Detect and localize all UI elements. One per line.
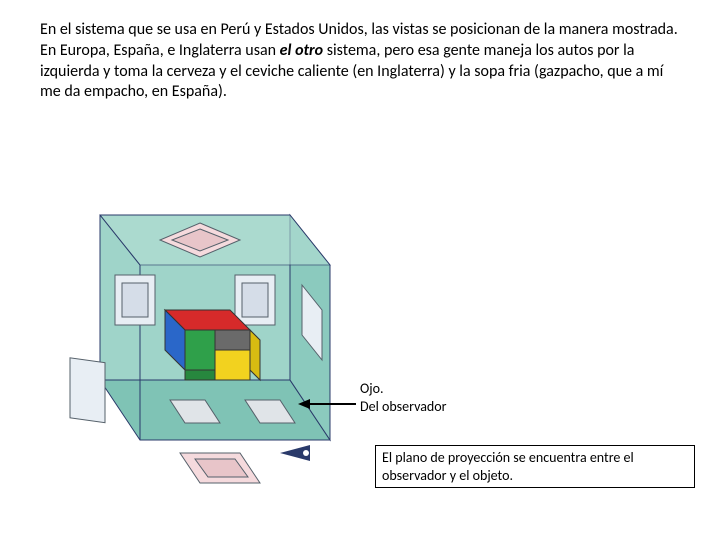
observer-eye-icon xyxy=(280,445,310,461)
intro-paragraph: En el sistema que se usa en Perú y Estad… xyxy=(40,20,680,103)
annotation-box-text: El plano de proyección se encuentra entr… xyxy=(382,449,634,484)
ojo-line-1: Ojo. xyxy=(360,380,384,397)
projection-svg xyxy=(50,205,340,495)
annotation-ojo: Ojo. Del observador xyxy=(360,380,447,416)
para-emphasis: el otro xyxy=(280,41,323,60)
annotation-projection-plane: El plano de proyección se encuentra entr… xyxy=(375,445,695,488)
projection-diagram xyxy=(50,205,340,495)
para-line-1: En el sistema que se usa en Perú y Estad… xyxy=(40,20,678,39)
para-line-2a: En Europa, España, e Inglaterra usan xyxy=(40,41,280,60)
ojo-line-2: Del observador xyxy=(360,398,447,415)
